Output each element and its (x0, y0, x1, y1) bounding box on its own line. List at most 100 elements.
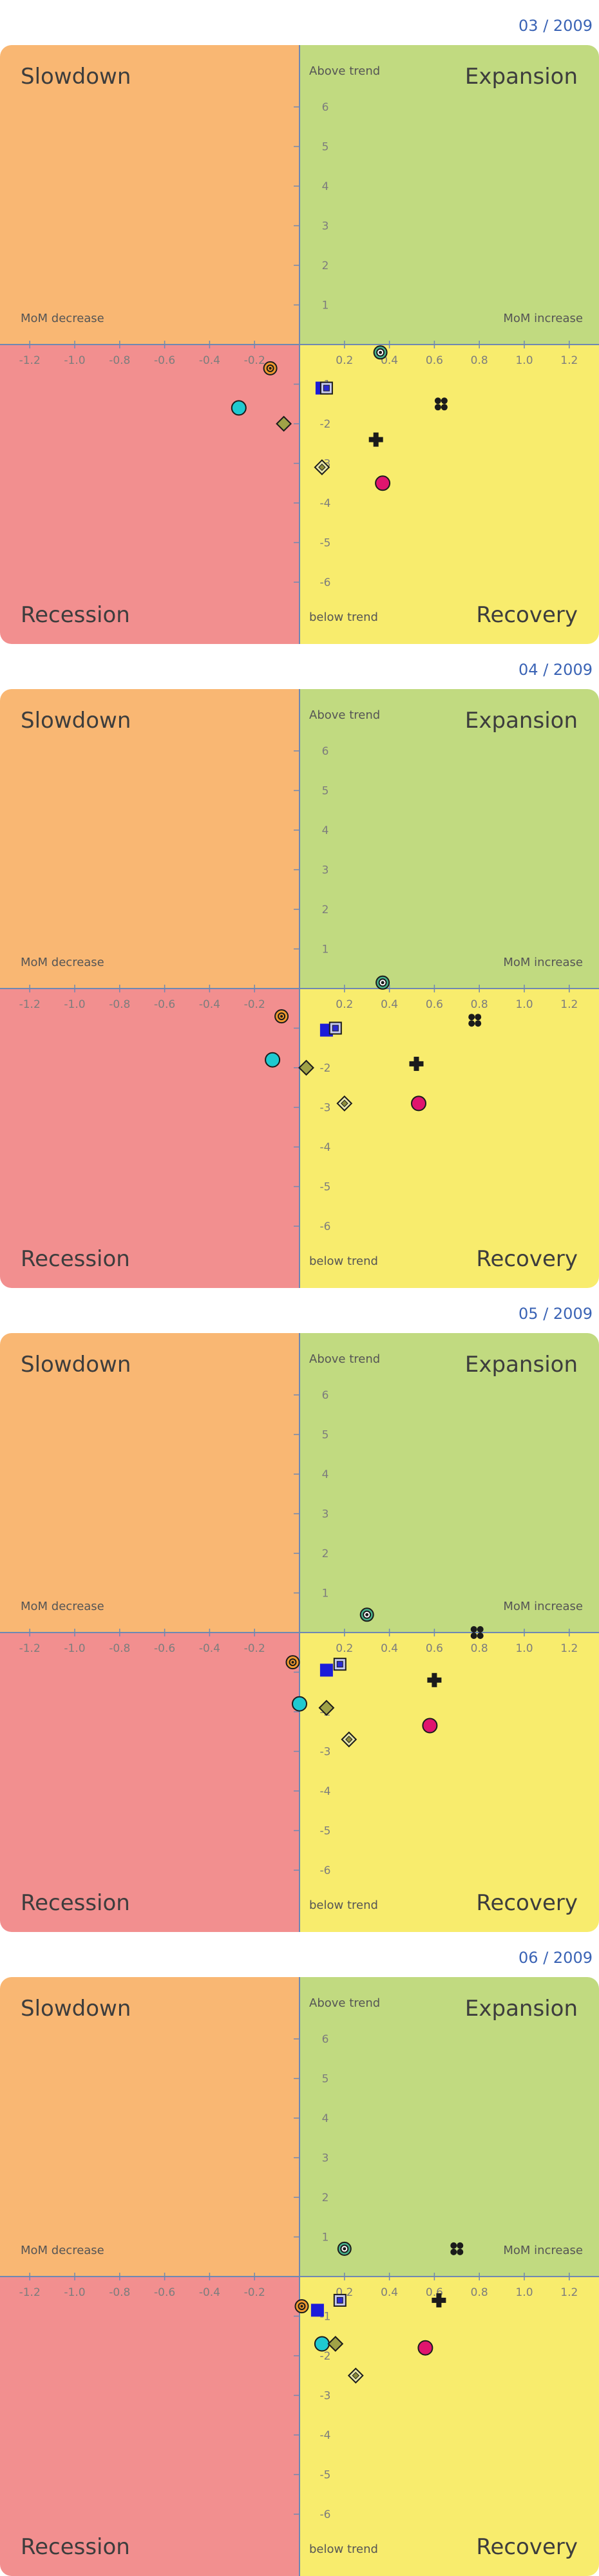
chart-panel: 05 / 2009 -1.2 -1.0 -0.8 -0.6 -0.4 -0.2 0.2 0.4 0… (0, 1288, 599, 1932)
y-tick-label: 5 (322, 2073, 329, 2086)
data-point-ring-teal (337, 2241, 352, 2256)
quadrant-backgrounds (0, 45, 599, 644)
scatter-chart: -1.2 -1.0 -0.8 -0.6 -0.4 -0.2 0.2 0.4 0.6 0.8 1.0 1… (0, 1333, 599, 1932)
x-tick-label: -1.0 (64, 998, 85, 1011)
data-point-circle-pink (417, 2340, 433, 2356)
label-top-right: Expansion (465, 1352, 578, 1378)
y-tick-label: 2 (322, 1548, 329, 1560)
chart-date: 05 / 2009 (518, 1305, 593, 1323)
chart-date: 04 / 2009 (518, 661, 593, 679)
x-tick-label: 0.6 (426, 354, 443, 367)
quadrant-expansion (300, 689, 599, 989)
x-tick-label: 1.0 (515, 998, 533, 1011)
label-mom-decrease: MoM decrease (21, 2244, 104, 2257)
label-top-right: Expansion (465, 64, 578, 90)
x-tick-label: 1.2 (560, 354, 578, 367)
data-point-square-blue (319, 1663, 333, 1677)
y-tick-label: 1 (322, 943, 329, 956)
scatter-chart: -1.2 -1.0 -0.8 -0.6 -0.4 -0.2 0.2 0.4 0.6 0.8 1.0 1… (0, 689, 599, 1288)
y-tick-label: -6 (320, 1864, 331, 1877)
label-below-trend: below trend (309, 2543, 378, 2556)
quadrant-recession (0, 345, 300, 644)
x-tick-label: -0.2 (244, 1642, 265, 1655)
y-tick-label: -5 (320, 537, 331, 550)
label-above-trend: Above trend (309, 1996, 380, 2010)
quadrant-recovery (300, 1633, 599, 1932)
quadrant-recession (0, 1633, 300, 1932)
x-tick-label: -1.2 (19, 998, 41, 1011)
label-bottom-left: Recession (21, 602, 130, 628)
y-tick-label: -3 (320, 1746, 331, 1759)
data-point-quad-dots (470, 1626, 484, 1639)
label-mom-increase: MoM increase (503, 2244, 583, 2257)
label-top-left: Slowdown (21, 1996, 131, 2022)
y-tick-label: 1 (322, 2231, 329, 2244)
y-tick-label: -5 (320, 1825, 331, 1838)
data-point-circle-pink (422, 1718, 438, 1734)
label-below-trend: below trend (309, 1255, 378, 1268)
label-bottom-left: Recession (21, 1890, 130, 1916)
data-point-square-framed (333, 1658, 347, 1671)
x-tick-label: 0.8 (471, 2286, 488, 2299)
x-tick-label: -0.6 (154, 1642, 175, 1655)
data-point-diamond-framed (347, 2367, 364, 2384)
label-above-trend: Above trend (309, 708, 380, 722)
data-point-cross-black (409, 1056, 424, 1071)
label-above-trend: Above trend (309, 1352, 380, 1366)
data-points (265, 975, 482, 1112)
label-top-left: Slowdown (21, 708, 131, 734)
data-point-diamond-olive (276, 415, 292, 432)
x-tick-label: -1.0 (64, 354, 85, 367)
x-tick-label: 0.4 (381, 1642, 398, 1655)
y-tick-label: 2 (322, 2192, 329, 2204)
data-points (285, 1607, 484, 1748)
x-tick-label: -0.2 (244, 354, 265, 367)
quadrant-recession (0, 989, 300, 1288)
x-tick-label: -0.8 (109, 1642, 130, 1655)
quadrant-recession (0, 2277, 300, 2576)
data-point-ring-orange (263, 361, 278, 375)
quadrant-slowdown (0, 45, 300, 345)
data-point-cross-black (368, 432, 383, 447)
x-tick-label: -1.2 (19, 354, 41, 367)
y-tick-label: 6 (322, 1389, 329, 1402)
label-below-trend: below trend (309, 1899, 378, 1912)
x-tick-label: 1.0 (515, 354, 533, 367)
x-tick-label: -0.8 (109, 2286, 130, 2299)
y-tick-label: 6 (322, 745, 329, 758)
data-point-circle-cyan (231, 400, 247, 416)
data-point-cross-black (432, 2293, 446, 2307)
data-point-ring-teal (373, 345, 388, 360)
label-bottom-right: Recovery (476, 2534, 578, 2560)
x-tick-label: 0.2 (336, 998, 353, 1011)
x-tick-label: -1.2 (19, 2286, 41, 2299)
x-tick-label: 1.2 (560, 998, 578, 1011)
label-mom-increase: MoM increase (503, 1600, 583, 1613)
label-top-left: Slowdown (21, 1352, 131, 1378)
x-tick-label: 0.4 (381, 998, 398, 1011)
x-tick-label: 1.2 (560, 1642, 578, 1655)
y-tick-label: -4 (320, 497, 331, 510)
x-tick-label: -1.2 (19, 1642, 41, 1655)
x-tick-label: -1.0 (64, 1642, 85, 1655)
y-tick-label: -6 (320, 2508, 331, 2521)
quadrant-recovery (300, 2277, 599, 2576)
label-top-right: Expansion (465, 708, 578, 734)
x-tick-label: 0.8 (471, 998, 488, 1011)
y-tick-label: -3 (320, 2390, 331, 2403)
x-tick-label: 0.8 (471, 1642, 488, 1655)
y-tick-label: -2 (320, 418, 331, 431)
y-tick-label: 3 (322, 864, 329, 877)
chart-panel: 03 / 2009 -1.2 -1.0 -0.8 -0.6 -0.4 -0.2 0.2 0.4 0… (0, 0, 599, 644)
chart-panel: 04 / 2009 -1.2 -1.0 -0.8 -0.6 -0.4 -0.2 0.2 0.4 0… (0, 644, 599, 1288)
y-tick-label: 3 (322, 1508, 329, 1521)
y-tick-label: -2 (320, 2350, 331, 2363)
data-point-diamond-olive (298, 1059, 314, 1076)
data-point-diamond-framed (341, 1731, 357, 1748)
y-tick-label: 5 (322, 141, 329, 154)
scatter-chart: -1.2 -1.0 -0.8 -0.6 -0.4 -0.2 0.2 0.4 0.6 0.8 1.0 1… (0, 45, 599, 644)
data-point-ring-orange (294, 2299, 309, 2314)
x-tick-label: -0.8 (109, 998, 130, 1011)
data-point-square-framed (328, 1021, 342, 1035)
